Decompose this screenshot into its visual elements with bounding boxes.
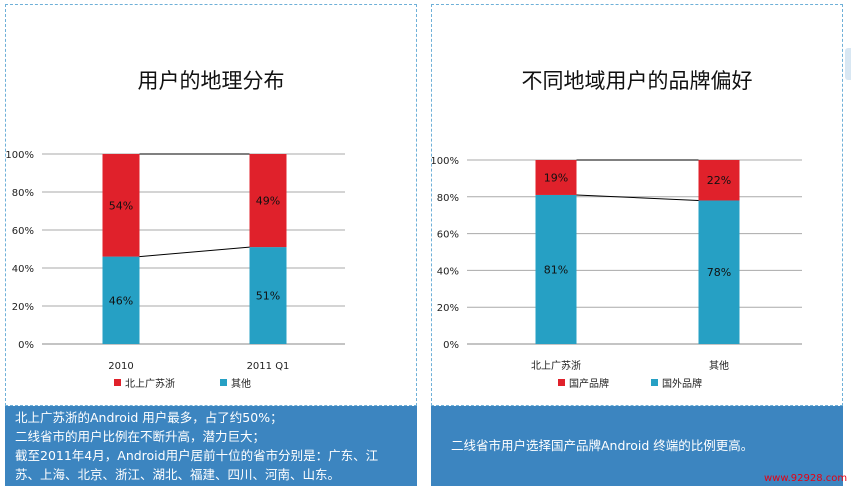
side-tab: [845, 48, 851, 80]
x-tick-label: 2010: [108, 361, 133, 372]
legend-label: 国产品牌: [569, 377, 609, 390]
data-label: 49%: [256, 195, 280, 208]
data-label: 19%: [544, 171, 568, 184]
legend-swatch: [651, 379, 658, 386]
data-label: 22%: [707, 174, 731, 187]
bar-segment: [102, 154, 140, 257]
y-tick-label: 20%: [12, 302, 34, 313]
y-tick-label: 100%: [6, 150, 34, 161]
note-geo-line: 截至2011年4月，Android用户居前十位的省市分别是：广东、江: [15, 448, 379, 463]
x-tick-label: 其他: [709, 359, 729, 372]
x-tick-label: 北上广苏浙: [531, 359, 581, 372]
chart-panel-brand: 不同地域用户的品牌偏好 0% 20% 40% 60% 80% 100% 81% 19% 北上广苏…: [431, 4, 843, 406]
series-connector: [576, 194, 699, 201]
bar-segment: [698, 160, 740, 201]
chart-geo: 0% 20% 40% 60% 80% 100% 46% 54% 2010 51% 49% 2011 Q…: [6, 150, 345, 390]
note-geo-line: 北上广苏浙的Android 用户最多，占了约50%；: [15, 410, 283, 425]
bar-segment: [535, 160, 577, 195]
data-label: 51%: [256, 290, 280, 303]
legend-swatch: [558, 379, 565, 386]
data-label: 81%: [544, 263, 568, 276]
y-tick-label: 20%: [437, 303, 459, 314]
legend-label: 其他: [231, 377, 251, 390]
y-tick-label: 60%: [12, 226, 34, 237]
watermark: www.92928.com: [764, 473, 848, 484]
y-tick-label: 0%: [18, 340, 34, 351]
y-tick-label: 40%: [437, 266, 459, 277]
note-brand-line: 二线省市用户选择国产品牌Android 终端的比例更高。: [451, 438, 754, 453]
y-tick-label: 100%: [432, 156, 459, 167]
y-tick-label: 80%: [437, 193, 459, 204]
y-tick-label: 0%: [443, 340, 459, 351]
legend-swatch: [220, 379, 227, 386]
chart-panel-geo: 用户的地理分布 0% 20% 40% 60% 80% 100% 46% 54% 2010 51% 4…: [5, 4, 417, 406]
note-geo-line: 苏、上海、北京、浙江、湖北、福建、四川、河南、山东。: [15, 467, 341, 482]
data-label: 46%: [109, 294, 133, 307]
legend-label: 国外品牌: [662, 377, 702, 390]
y-tick-label: 40%: [12, 264, 34, 275]
bar-segment: [249, 154, 287, 248]
x-tick-label: 2011 Q1: [247, 361, 290, 372]
chart-brand: 0% 20% 40% 60% 80% 100% 81% 19% 北上广苏浙 78% 22% 其他国产品…: [432, 156, 802, 390]
data-label: 78%: [707, 266, 731, 279]
note-geo-line: 二线省市的用户比例在不断升高，潜力巨大；: [15, 429, 266, 444]
series-connector: [139, 246, 250, 258]
note-brand: 二线省市用户选择国产品牌Android 终端的比例更高。: [431, 406, 843, 486]
bar-segment: [249, 247, 287, 344]
chart-title-geo: 用户的地理分布: [137, 69, 285, 93]
legend-label: 北上广苏浙: [125, 377, 175, 390]
note-geo: 北上广苏浙的Android 用户最多，占了约50%； 二线省市的用户比例在不断升…: [5, 406, 417, 486]
data-label: 54%: [109, 199, 133, 212]
bar-segment: [535, 194, 577, 344]
legend-swatch: [114, 379, 121, 386]
y-tick-label: 80%: [12, 188, 34, 199]
bar-segment: [102, 256, 140, 344]
bar-segment: [698, 200, 740, 344]
y-tick-label: 60%: [437, 230, 459, 241]
chart-title-brand: 不同地域用户的品牌偏好: [521, 69, 753, 93]
